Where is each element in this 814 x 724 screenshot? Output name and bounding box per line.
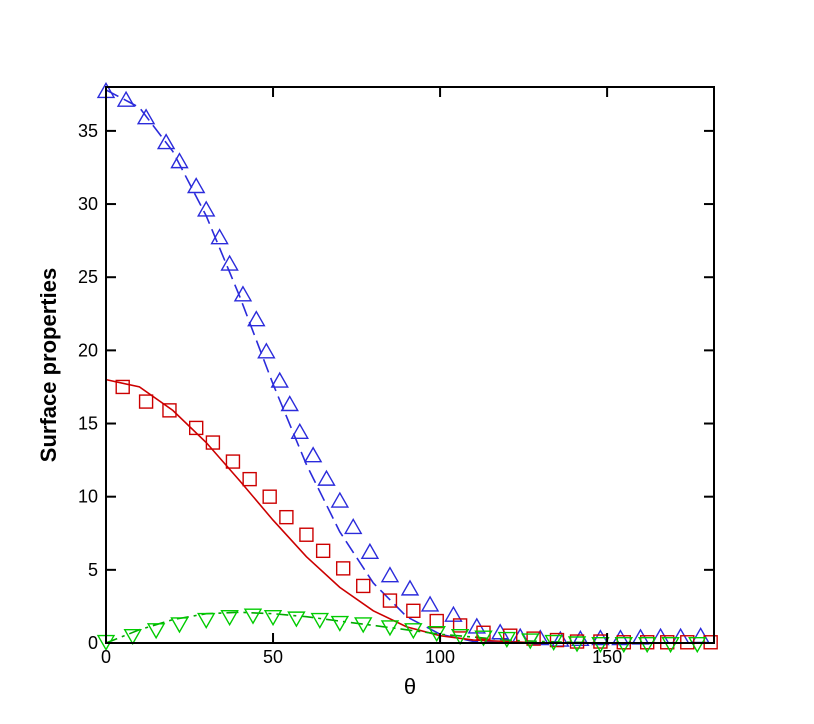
marker-triangle-down <box>591 637 610 654</box>
y-tick-label: 15 <box>78 414 98 434</box>
marker-triangle-up <box>220 254 239 271</box>
marker-triangle-up <box>170 152 189 169</box>
marker-triangle-up <box>280 395 299 412</box>
marker-triangle-down <box>220 609 239 627</box>
marker-triangle-up <box>257 342 276 359</box>
marker-triangle-up <box>490 623 510 640</box>
markers-layer <box>96 81 718 654</box>
y-tick-label: 30 <box>78 194 98 214</box>
marker-triangle-up <box>317 469 336 486</box>
y-tick-label: 5 <box>88 560 98 580</box>
marker-triangle-down <box>474 630 493 647</box>
marker-square <box>299 527 314 542</box>
ticks-layer: 0 50 100 150 0 5 10 15 20 25 30 35 <box>78 87 714 667</box>
marker-triangle-down <box>688 637 707 654</box>
y-tick-label: 10 <box>78 487 98 507</box>
marker-triangle-up <box>380 566 400 583</box>
marker-triangle-down <box>380 620 400 637</box>
marker-square <box>569 634 585 649</box>
marker-square <box>356 578 371 594</box>
marker-triangle-down <box>263 609 283 627</box>
marker-square <box>262 489 277 504</box>
y-tick-label: 35 <box>78 121 98 141</box>
marker-square <box>526 631 541 646</box>
marker-triangle-up <box>136 108 156 125</box>
marker-triangle-down <box>310 612 330 630</box>
curve-blue <box>105 89 708 644</box>
marker-triangle-down <box>661 637 680 654</box>
curve-red <box>105 378 708 644</box>
marker-square <box>382 593 398 608</box>
marker-square <box>406 603 421 619</box>
marker-triangle-up <box>270 371 289 388</box>
marker-triangle-up <box>233 285 253 302</box>
marker-square <box>335 561 351 576</box>
marker-square <box>205 435 221 450</box>
marker-triangle-down <box>450 628 470 646</box>
marker-triangle-up <box>210 228 229 245</box>
marker-square <box>188 420 204 436</box>
marker-triangle-down <box>197 612 216 630</box>
marker-triangle-down <box>170 617 189 634</box>
marker-triangle-down <box>404 623 423 640</box>
y-tick-label: 0 <box>88 633 98 653</box>
x-tick-label: 100 <box>425 647 455 667</box>
marker-triangle-up <box>400 579 420 596</box>
marker-triangle-up <box>330 491 350 508</box>
y-tick-label: 25 <box>78 267 98 287</box>
marker-square <box>162 403 177 418</box>
curves-layer <box>105 89 708 644</box>
marker-triangle-down <box>521 633 540 650</box>
marker-triangle-up <box>420 595 440 612</box>
marker-square <box>549 632 565 648</box>
marker-triangle-up <box>197 200 216 217</box>
marker-square <box>225 454 241 469</box>
x-tick-label: 50 <box>263 647 283 667</box>
marker-square <box>279 509 294 525</box>
marker-triangle-up <box>156 133 176 150</box>
marker-square <box>138 394 154 409</box>
marker-square <box>429 613 444 629</box>
marker-triangle-up <box>360 542 380 559</box>
x-tick-label: 0 <box>101 647 111 667</box>
marker-triangle-down <box>637 637 657 654</box>
marker-square <box>242 471 257 487</box>
y-tick-label: 20 <box>78 340 98 360</box>
marker-square <box>452 618 468 633</box>
marker-triangle-up <box>290 422 309 440</box>
marker-triangle-down <box>146 623 166 640</box>
x-tick-label: 150 <box>592 647 622 667</box>
marker-triangle-up <box>247 310 266 327</box>
marker-triangle-down <box>287 611 306 628</box>
marker-triangle-up <box>186 177 206 194</box>
marker-triangle-up <box>116 90 136 107</box>
marker-triangle-up <box>344 517 363 535</box>
marker-square <box>115 379 130 395</box>
marker-square <box>315 543 331 559</box>
marker-triangle-down <box>614 637 634 654</box>
marker-triangle-down <box>497 631 517 649</box>
marker-triangle-down <box>123 628 142 646</box>
y-axis-title: Surface properties <box>36 268 61 462</box>
marker-triangle-down <box>330 615 350 632</box>
marker-triangle-down <box>354 617 373 634</box>
marker-triangle-up <box>303 446 323 463</box>
marker-triangle-down <box>243 608 263 625</box>
x-axis-title: θ <box>404 674 416 699</box>
plot-frame <box>105 86 715 644</box>
